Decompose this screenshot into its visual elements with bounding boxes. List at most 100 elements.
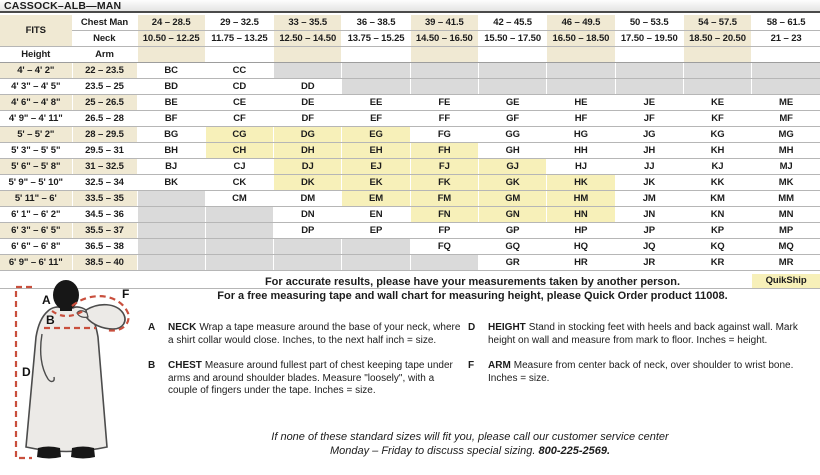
size-cell-kf: KF: [682, 110, 752, 127]
size-cell-mr: MR: [751, 254, 820, 271]
size-cell-kn: KN: [682, 206, 752, 223]
size-cell-de: DE: [273, 94, 342, 111]
size-cell-ck: CK: [204, 174, 274, 191]
size-cell-hq: HQ: [546, 238, 616, 255]
arm-range: 35.5 – 37: [71, 222, 137, 239]
table-row: 6' 3" – 6' 5" 35.5 – 37 DP EP FP GP HP JP KP MP: [0, 222, 820, 239]
size-cell-jj: JJ: [614, 158, 684, 175]
size-cell-hh: HH: [546, 142, 616, 159]
size-cell-mn: MN: [751, 206, 820, 223]
instruction-term: ARM: [488, 360, 511, 371]
height-measure-line: [14, 285, 32, 460]
size-cell-bg: BG: [136, 126, 206, 143]
empty-cell: [204, 238, 274, 255]
size-cell-gp: GP: [477, 222, 547, 239]
size-cell-kp: KP: [682, 222, 752, 239]
chest-range: 24 – 28.5: [136, 15, 206, 31]
table-row: 5' – 5' 2" 28 – 29.5 BG CG DG EG FG GG HG JG KG MG: [0, 126, 820, 143]
arm-range: 23.5 – 25: [71, 78, 137, 95]
size-cell-eh: EH: [341, 142, 411, 159]
size-cell-bk: BK: [136, 174, 206, 191]
neck-range: 12.50 – 14.50: [273, 30, 342, 47]
height-range: 5' – 5' 2": [0, 126, 72, 143]
chest-range: 33 – 35.5: [273, 15, 342, 31]
special-sizing-line2: Monday – Friday to discuss special sizin…: [329, 445, 611, 457]
size-cell-kq: KQ: [682, 238, 752, 255]
special-sizing-line1: If none of these standard sizes will fit…: [271, 431, 669, 443]
size-cell-kg: KG: [682, 126, 752, 143]
height-range: 6' 9" – 6' 11": [0, 254, 72, 271]
label-D: D: [22, 365, 31, 379]
size-cell-cg: CG: [204, 126, 274, 143]
table-row: 4' – 4' 2" 22 – 23.5 BC CC: [0, 62, 820, 79]
accuracy-note-line2: For a free measuring tape and wall chart…: [217, 289, 728, 302]
height-range: 6' 6" – 6' 8": [0, 238, 72, 255]
empty-cell: [341, 78, 411, 95]
size-cell-dg: DG: [273, 126, 342, 143]
size-cell-mm: MM: [751, 190, 820, 207]
size-cell-gg: GG: [477, 126, 547, 143]
height-range: 5' 11" – 6': [0, 190, 72, 207]
instruction-term: NECK: [168, 322, 197, 333]
stripe-cell: [136, 46, 206, 63]
table-row: 6' 9" – 6' 11" 38.5 – 40 GR HR JR KR MR: [0, 254, 820, 271]
empty-cell: [136, 254, 206, 271]
special-sizing-notice: If none of these standard sizes will fit…: [140, 430, 800, 458]
size-cell-ff: FF: [409, 110, 479, 127]
fits-label: FITS: [0, 15, 72, 47]
figure-head: [53, 280, 79, 310]
table-row: 5' 3" – 5' 5" 29.5 – 31 BH CH DH EH FH GH HH JH KH…: [0, 142, 820, 159]
size-cell-mg: MG: [751, 126, 820, 143]
quikship-row: QuikShip: [0, 270, 820, 289]
customer-service-phone: 800-225-2569.: [538, 445, 611, 457]
table-row: 5' 9" – 5' 10" 32.5 – 34 BK CK DK EK FK GK HK JK K…: [0, 174, 820, 191]
size-cell-kr: KR: [682, 254, 752, 271]
empty-cell: [341, 238, 411, 255]
chest-range: 42 – 45.5: [477, 15, 547, 31]
size-cell-hf: HF: [546, 110, 616, 127]
empty-cell: [751, 78, 820, 95]
blank-cell: [204, 46, 274, 63]
chest-range: 36 – 38.5: [341, 15, 411, 31]
accuracy-note-line1: For accurate results, please have your m…: [264, 276, 681, 288]
size-cell-fj: FJ: [409, 158, 479, 175]
empty-cell: [273, 254, 342, 271]
empty-cell: [136, 238, 206, 255]
size-cell-he: HE: [546, 94, 616, 111]
empty-cell: [273, 62, 342, 79]
chest-header-row: FITS Chest Man 24 – 28.5 29 – 32.5 33 – …: [0, 15, 820, 47]
page-title: CASSOCK–ALB—MAN: [0, 0, 820, 13]
height-range: 6' 1" – 6' 2": [0, 206, 72, 223]
stripe-cell: [409, 46, 479, 63]
size-cell-kk: KK: [682, 174, 752, 191]
arm-range: 22 – 23.5: [71, 62, 137, 79]
size-cell-fk: FK: [409, 174, 479, 191]
size-cell-fm: FM: [409, 190, 479, 207]
instruction-term: HEIGHT: [488, 322, 526, 333]
raised-arm: [85, 303, 126, 330]
arm-range: 26.5 – 28: [71, 110, 137, 127]
arm-range: 28 – 29.5: [71, 126, 137, 143]
size-cell-hm: HM: [546, 190, 616, 207]
instruction-neck: A NECK Wrap a tape measure around the bas…: [148, 322, 466, 347]
size-cell-gh: GH: [477, 142, 547, 159]
height-range: 4' 3" – 4' 5": [0, 78, 72, 95]
size-cell-jm: JM: [614, 190, 684, 207]
size-cell-ge: GE: [477, 94, 547, 111]
neck-range: 13.75 – 15.25: [341, 30, 411, 47]
height-range: 5' 9" – 5' 10": [0, 174, 72, 191]
empty-cell: [136, 222, 206, 239]
cassock-measurement-figure: A B D F: [2, 280, 147, 472]
empty-cell: [477, 78, 547, 95]
size-cell-ek: EK: [341, 174, 411, 191]
chest-range: 46 – 49.5: [546, 15, 616, 31]
table-row: 5' 11" – 6' 33.5 – 35 CM DM EM FM GM HM JM KM MM: [0, 190, 820, 207]
quikship-badge: QuikShip: [751, 270, 820, 289]
size-cell-mk: MK: [751, 174, 820, 191]
size-cell-em: EM: [341, 190, 411, 207]
chest-man-label: Chest Man: [71, 15, 137, 31]
size-cell-hp: HP: [546, 222, 616, 239]
neck-range: 17.50 – 19.50: [614, 30, 684, 47]
size-cell-cm: CM: [204, 190, 274, 207]
